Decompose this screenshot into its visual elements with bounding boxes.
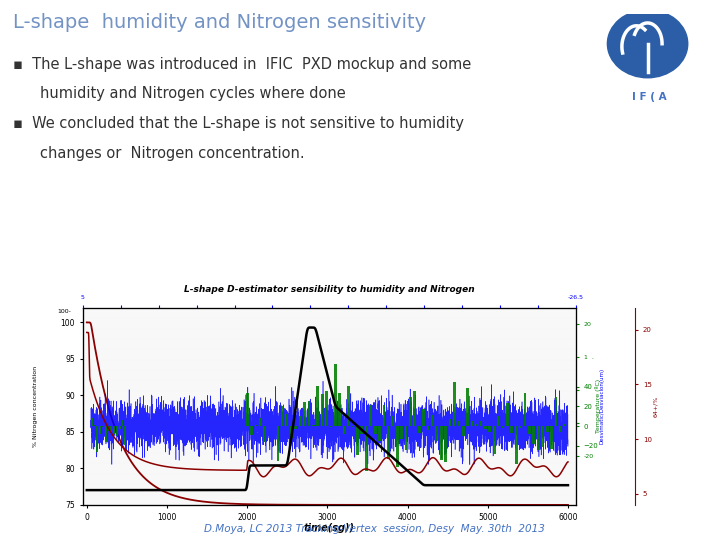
Bar [343,426,346,434]
Bar [515,426,518,464]
Bar [467,388,469,426]
Bar [418,426,420,433]
Bar [457,421,460,426]
Bar [510,426,513,433]
Bar [400,426,403,439]
Bar [299,416,302,426]
Bar [554,396,557,426]
Bar [427,426,429,430]
Bar [422,409,425,426]
Y-axis label: % Nitrogen concentration: % Nitrogen concentration [33,366,38,447]
Bar [392,415,394,426]
Bar [533,426,535,443]
Text: changes or  Nitrogen concentration.: changes or Nitrogen concentration. [40,146,305,161]
Bar [396,426,399,467]
Bar [246,393,248,426]
Bar [488,426,491,432]
X-axis label: time(sg)): time(sg)) [304,523,355,533]
Text: ▪  We concluded that the L-shape is not sensitive to humidity: ▪ We concluded that the L-shape is not s… [13,116,464,131]
Text: L-shape  humidity and Nitrogen sensitivity: L-shape humidity and Nitrogen sensitivit… [13,14,426,32]
Bar [413,392,416,426]
Text: humidity and Nitrogen cycles where done: humidity and Nitrogen cycles where done [40,86,346,102]
Text: 100-: 100- [57,309,71,314]
Bar [374,426,377,434]
Bar [409,397,412,426]
Bar [523,393,526,426]
Bar [506,402,509,426]
Bar [122,420,123,426]
Bar [449,418,451,426]
Bar [436,426,438,441]
Bar [519,426,522,428]
Bar [559,426,562,431]
Bar [356,426,359,455]
Bar [387,426,390,458]
Bar [107,426,109,431]
Bar [312,425,315,426]
Bar [113,426,115,434]
Bar [528,426,531,434]
Bar [294,426,297,429]
Bar [91,418,92,426]
Text: I F ( A: I F ( A [632,92,667,102]
Bar [251,426,253,435]
Bar [96,426,98,452]
Bar [563,424,566,426]
Bar [378,426,381,441]
Bar [281,406,284,426]
Bar [116,426,118,436]
Bar [290,426,293,438]
Bar [361,426,364,434]
Bar [471,421,474,426]
Bar [431,415,434,426]
Bar [303,402,306,426]
Y-axis label: 64+/%: 64+/% [653,396,658,417]
Bar [325,391,328,426]
Bar [537,426,540,450]
Bar [119,426,120,429]
Bar [351,426,354,427]
Bar [405,426,408,450]
Y-axis label: Desvimatic/Desviacion(um): Desvimatic/Desviacion(um) [600,368,605,444]
Bar [369,406,372,426]
Bar [110,426,112,433]
Bar [546,426,549,432]
Bar [365,426,368,471]
Bar [316,386,319,426]
Bar [338,394,341,426]
Bar [347,386,350,426]
Bar [321,394,323,426]
Bar [125,426,126,445]
Bar [334,364,337,426]
Bar [462,426,464,436]
Title: L-shape D-estimator sensibility to humidity and Nitrogen: L-shape D-estimator sensibility to humid… [184,285,474,294]
Bar [105,426,107,442]
Bar [453,382,456,426]
Bar [307,401,310,426]
Circle shape [608,10,688,78]
Bar [541,426,544,447]
Text: D.Moya, LC 2013 Tracking-Vertex  session, Desy  May. 30th  2013: D.Moya, LC 2013 Tracking-Vertex session,… [204,523,545,534]
Bar [276,426,279,461]
Bar [550,426,553,449]
Bar [440,426,443,460]
Bar [498,416,500,426]
Bar [492,426,495,454]
Bar [259,418,262,426]
Y-axis label: Temperature (ºC): Temperature (ºC) [595,379,601,434]
Bar [480,421,482,426]
Bar [99,426,101,434]
Bar [264,426,266,442]
Bar [444,426,447,462]
Text: ▪  The L-shape was introduced in  IFIC  PXD mockup and some: ▪ The L-shape was introduced in IFIC PXD… [13,57,471,72]
Bar [286,414,288,426]
Bar [502,426,505,428]
Bar [382,405,385,426]
Bar [475,424,478,426]
Bar [484,426,487,429]
